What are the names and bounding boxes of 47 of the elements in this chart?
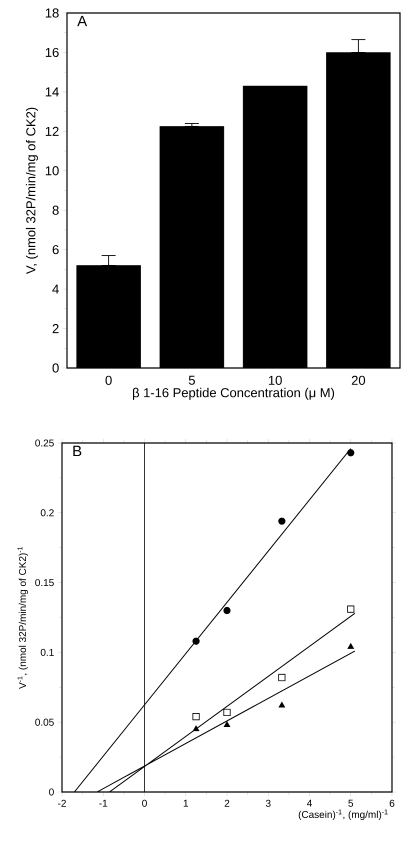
point [224, 721, 230, 727]
x-tick-label: 10 [268, 376, 282, 385]
y-tick-label: 0.25 [35, 439, 54, 447]
y-axis-title: V, (nmol 32P/min/mg of CK2) [26, 108, 38, 274]
y-tick-label: 0.1 [40, 648, 54, 656]
y-tick-label: 16 [46, 48, 59, 58]
point [192, 713, 200, 720]
point [223, 708, 231, 716]
y-tick-label: 18 [46, 8, 59, 18]
point [192, 638, 200, 645]
y-tick-label: 0.15 [35, 579, 54, 586]
x-tick-label: 1 [184, 800, 188, 807]
x-axis-title: (Casein)$^{-1}$, (mg/ml)$^{-1}$ [298, 810, 388, 820]
point [347, 449, 354, 456]
y-tick-label: 6 [52, 245, 59, 254]
y-tick-label: 0.05 [35, 718, 54, 726]
x-axis-title: β 1-16 Peptide Concentration (μ M) [132, 388, 334, 400]
y-tick-label: 14 [46, 87, 59, 96]
point [192, 726, 200, 732]
point [347, 606, 354, 613]
x-tick-label: -2 [58, 800, 66, 807]
point [278, 518, 286, 525]
point [278, 702, 286, 708]
y-axis-title: V$^{-1}$, (nmol 32P/min/mg of CK2)$^{-1}$ [18, 546, 28, 689]
x-tick-label: -1 [99, 800, 108, 807]
point [348, 643, 354, 649]
x-tick-label: 4 [306, 800, 312, 807]
y-tick-label: 4 [52, 284, 59, 294]
y-tick-label: 0 [49, 788, 54, 796]
chart-title: A [77, 16, 88, 26]
y-tick-label: 8 [52, 206, 59, 215]
x-tick-label: 2 [224, 800, 230, 807]
point [278, 674, 286, 682]
y-tick-label: 12 [46, 126, 59, 136]
x-tick-label: 5 [348, 800, 354, 807]
x-tick-label: 20 [352, 376, 366, 385]
point [223, 606, 231, 614]
y-tick-label: 2 [52, 324, 59, 334]
x-tick-label: 0 [106, 376, 112, 385]
x-tick-label: 6 [390, 800, 394, 807]
x-tick-label: 3 [266, 800, 271, 807]
chart-title: B [73, 446, 82, 456]
y-tick-label: 0.2 [40, 509, 54, 516]
x-tick-label: 5 [188, 376, 195, 385]
x-tick-label: 0 [142, 800, 147, 807]
y-tick-label: 10 [46, 166, 59, 176]
y-tick-label: 0 [52, 363, 59, 373]
